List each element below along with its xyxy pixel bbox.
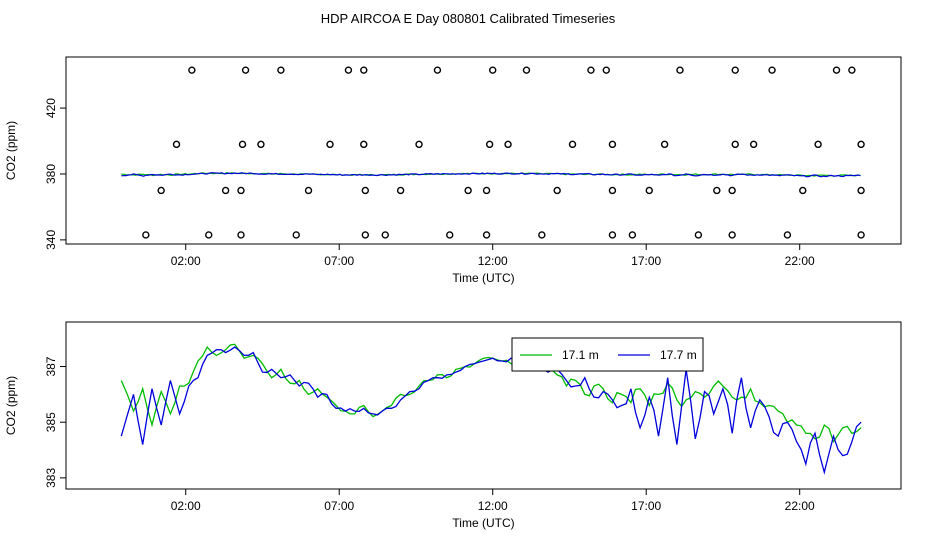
x-tick-label: 07:00 — [324, 254, 354, 268]
calibration-point — [396, 186, 405, 195]
calibration-point — [504, 140, 512, 149]
calibration-point — [553, 186, 561, 195]
calibration-point — [241, 66, 250, 74]
calibration-point — [304, 186, 313, 195]
x-tick-label: 17:00 — [631, 254, 661, 268]
plot-frame — [65, 321, 902, 490]
calibration-point — [292, 231, 300, 239]
calibration-point — [602, 66, 610, 74]
calibration-point — [489, 66, 497, 74]
calibration-point — [446, 231, 454, 239]
calibration-point — [238, 140, 247, 149]
y-tick-label: 380 — [44, 164, 58, 184]
calibration-point — [608, 231, 617, 239]
calibration-point — [713, 186, 721, 195]
figure-title: HDP AIRCOA E Day 080801 Calibrated Times… — [321, 11, 616, 26]
x-tick-label: 17:00 — [631, 499, 661, 513]
y-tick-label: 385 — [44, 412, 58, 432]
calibration-point — [587, 66, 595, 74]
y-tick-label: 387 — [44, 356, 58, 376]
calibration-point — [731, 140, 739, 149]
calibration-point — [568, 140, 577, 149]
calibration-point — [221, 186, 230, 195]
calibration-point — [608, 140, 617, 149]
calibration-point — [783, 231, 792, 239]
calibration-point — [482, 231, 491, 239]
calibration-point — [749, 140, 758, 149]
calibration-point — [205, 231, 213, 239]
x-tick-label: 12:00 — [478, 254, 508, 268]
bottom-panel: 02:00 07:00 12:00 17:00 22:00 Time (UTC) 383 38… — [4, 321, 902, 530]
calibration-point — [188, 66, 196, 74]
calibration-point — [857, 231, 865, 239]
x-tick-label: 12:00 — [478, 499, 508, 513]
calibration-point — [257, 140, 265, 149]
calibration-point — [676, 66, 684, 74]
plot-frame — [65, 56, 902, 245]
calibration-point — [538, 231, 546, 239]
calibration-point — [157, 186, 165, 195]
top-panel: 02:00 07:00 12:00 17:00 22:00 Time (UTC) 340 38… — [4, 56, 902, 285]
calibration-point — [326, 140, 334, 149]
calibration-point — [522, 66, 531, 74]
calibration-point — [660, 140, 669, 149]
calibration-point — [360, 66, 368, 74]
calibration-point — [857, 186, 865, 195]
x-axis-label: Time (UTC) — [452, 516, 514, 530]
legend-label: 17.1 m — [562, 348, 599, 362]
calibration-point — [848, 66, 856, 74]
calibration-point — [142, 231, 150, 239]
x-tick-label: 07:00 — [324, 499, 354, 513]
calibration-point — [381, 231, 389, 239]
calibration-point — [415, 140, 423, 149]
calibration-point — [172, 140, 181, 149]
calibration-point — [237, 231, 245, 239]
y-tick-label: 340 — [44, 230, 58, 250]
calibration-point — [645, 186, 653, 195]
y-axis-label: CO2 (ppm) — [4, 121, 18, 180]
legend-label: 17.7 m — [660, 348, 697, 362]
series-line-blue — [121, 172, 861, 178]
calibration-point — [361, 186, 370, 195]
calibration-point — [277, 66, 285, 74]
calibration-point — [360, 140, 368, 149]
calibration-point — [857, 140, 865, 149]
calibration-point — [628, 231, 637, 239]
calibration-point — [728, 231, 736, 239]
series-line-blue — [120, 346, 862, 475]
x-tick-label: 22:00 — [785, 254, 815, 268]
calibration-point — [485, 140, 494, 149]
calibration-point — [728, 186, 736, 195]
x-tick-label: 02:00 — [171, 499, 201, 513]
calibration-point — [433, 66, 442, 74]
y-tick-label: 420 — [44, 98, 58, 118]
calibration-point — [694, 231, 703, 239]
calibration-point — [608, 186, 617, 195]
y-tick-label: 383 — [44, 468, 58, 488]
calibration-point — [482, 186, 491, 195]
calibration-point — [768, 66, 776, 74]
x-tick-label: 02:00 — [171, 254, 201, 268]
calibration-point — [344, 66, 353, 74]
calibration-point — [832, 66, 841, 74]
calibration-point — [361, 231, 370, 239]
calibration-point — [799, 186, 807, 195]
y-axis-label: CO2 (ppm) — [4, 376, 18, 435]
calibration-point — [731, 66, 739, 74]
calibration-point — [464, 186, 472, 195]
x-axis-label: Time (UTC) — [452, 271, 514, 285]
calibration-point — [814, 140, 822, 149]
calibration-point — [237, 186, 245, 195]
legend: 17.1 m 17.7 m — [511, 337, 704, 372]
x-tick-label: 22:00 — [785, 499, 815, 513]
